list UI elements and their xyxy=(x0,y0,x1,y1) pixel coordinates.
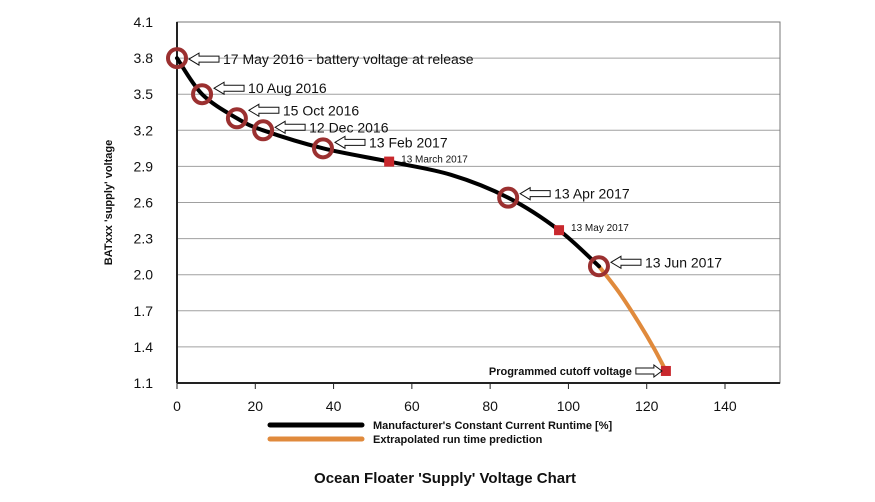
x-tick-label: 0 xyxy=(173,398,181,414)
arrow-left-icon xyxy=(334,135,366,150)
legend-label: Extrapolated run time prediction xyxy=(373,434,543,446)
y-tick-label: 2.9 xyxy=(134,158,154,174)
series-line-measured xyxy=(175,56,601,269)
y-tick-label: 1.1 xyxy=(134,375,154,391)
x-tick-label: 80 xyxy=(482,398,498,414)
x-tick-label: 60 xyxy=(404,398,420,414)
annotation-label: 17 May 2016 - battery voltage at release xyxy=(223,51,474,67)
arrow-left-icon xyxy=(188,52,220,66)
chart-title: Ocean Floater 'Supply' Voltage Chart xyxy=(314,470,576,487)
arrow-left-icon xyxy=(519,186,551,201)
data-point-square xyxy=(384,156,395,167)
arrow-right-icon xyxy=(635,363,663,378)
y-tick-label: 2.0 xyxy=(134,267,154,283)
y-tick-label: 2.6 xyxy=(134,195,154,211)
x-tick-label: 20 xyxy=(247,398,263,414)
x-tick-label: 40 xyxy=(326,398,342,414)
data-point-circle xyxy=(587,255,610,278)
annotation-label: 13 March 2017 xyxy=(401,155,468,166)
y-tick-label: 3.2 xyxy=(134,122,154,138)
data-point-circle xyxy=(191,83,214,106)
annotation-label: 10 Aug 2016 xyxy=(248,80,327,96)
annotation-label: 12 Dec 2016 xyxy=(309,119,389,135)
x-tick-label: 100 xyxy=(557,398,581,414)
y-tick-label: 4.1 xyxy=(134,14,154,30)
arrow-left-icon xyxy=(274,120,306,135)
annotation-label: 13 May 2017 xyxy=(571,223,629,234)
y-tick-label: 3.5 xyxy=(134,86,154,102)
annotation-label: 13 Apr 2017 xyxy=(554,186,630,202)
y-tick-label: 1.4 xyxy=(134,339,154,355)
x-tick-label: 140 xyxy=(713,398,737,414)
annotation-label: 13 Jun 2017 xyxy=(645,254,722,270)
arrow-left-icon xyxy=(609,255,642,270)
annotation-label: 13 Feb 2017 xyxy=(369,134,448,150)
arrow-left-icon xyxy=(247,103,280,118)
annotation-label: 15 Oct 2016 xyxy=(283,102,359,118)
data-point-circle xyxy=(166,47,188,70)
data-point-square xyxy=(660,365,671,376)
data-point-circle xyxy=(312,137,335,160)
annotation-label: Programmed cutoff voltage xyxy=(489,366,632,378)
y-tick-label: 1.7 xyxy=(134,303,154,319)
data-point-circle xyxy=(252,119,275,142)
data-point-circle xyxy=(497,186,520,209)
y-tick-label: 3.8 xyxy=(134,50,154,66)
y-axis-label: BATxxx 'supply' voltage xyxy=(103,140,115,265)
y-tick-label: 2.3 xyxy=(134,231,154,247)
x-tick-label: 120 xyxy=(635,398,659,414)
series-line-extrapolated xyxy=(596,264,668,373)
legend-label: Manufacturer's Constant Current Runtime … xyxy=(373,420,612,432)
arrow-left-icon xyxy=(213,81,245,96)
data-point-circle xyxy=(225,107,248,130)
data-point-square xyxy=(554,225,565,236)
